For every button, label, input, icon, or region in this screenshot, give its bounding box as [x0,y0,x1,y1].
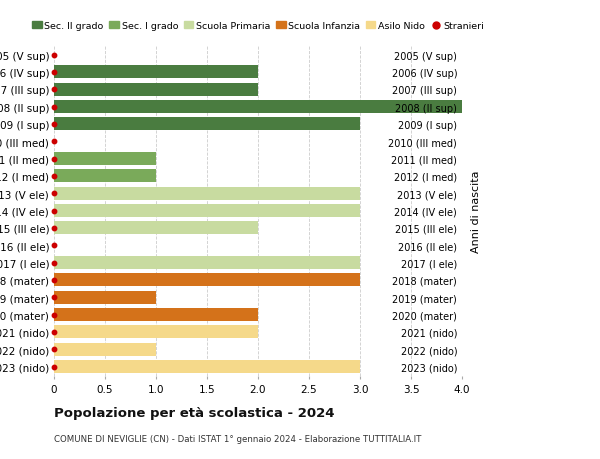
Bar [54,153,156,166]
Text: Popolazione per età scolastica - 2024: Popolazione per età scolastica - 2024 [54,406,335,419]
Bar [54,360,360,373]
Bar [54,84,258,96]
Bar [54,118,360,131]
Bar [54,291,156,304]
Bar [54,257,360,269]
Bar [54,101,462,114]
Bar [54,326,258,339]
Y-axis label: Anni di nascita: Anni di nascita [471,170,481,252]
Bar [54,205,360,218]
Bar [54,170,156,183]
Bar [54,187,360,200]
Text: COMUNE DI NEVIGLIE (CN) - Dati ISTAT 1° gennaio 2024 - Elaborazione TUTTITALIA.I: COMUNE DI NEVIGLIE (CN) - Dati ISTAT 1° … [54,434,421,443]
Bar [54,308,258,321]
Bar [54,274,360,287]
Bar [54,343,156,356]
Bar [54,222,258,235]
Legend: Sec. II grado, Sec. I grado, Scuola Primaria, Scuola Infanzia, Asilo Nido, Stran: Sec. II grado, Sec. I grado, Scuola Prim… [28,18,488,34]
Bar [54,66,258,79]
